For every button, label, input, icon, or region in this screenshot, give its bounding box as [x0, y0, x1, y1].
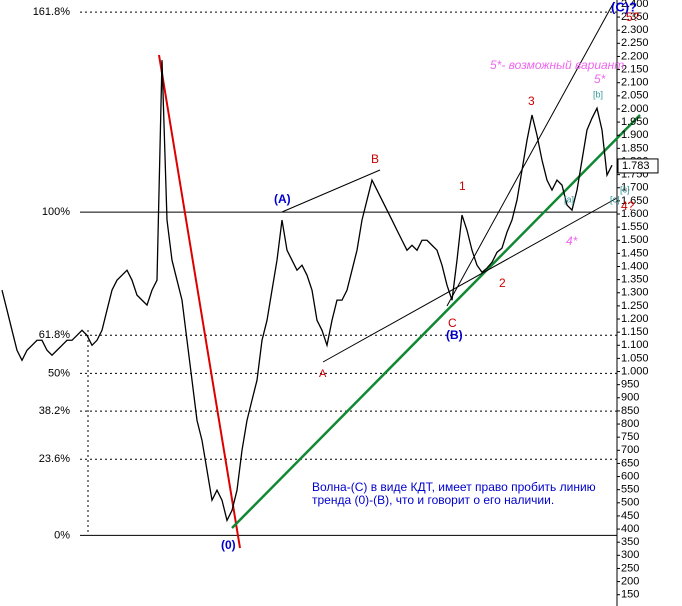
wave-label: (A) — [274, 192, 291, 206]
y-tick-label: 1.850 — [621, 142, 649, 154]
y-tick-label: 350 — [621, 536, 639, 548]
y-tick-label: 650 — [621, 457, 639, 469]
wave-label: 5? — [626, 10, 640, 24]
y-tick-label: 850 — [621, 405, 639, 417]
y-tick-label: 1.250 — [621, 300, 649, 312]
y-tick-label: 1.600 — [621, 208, 649, 220]
y-tick-label: 1.000 — [621, 365, 649, 377]
y-tick-label: 2.100 — [621, 77, 649, 89]
fib-level-label: 100% — [42, 206, 70, 218]
wave-label: [b] — [593, 89, 603, 99]
channel-line — [281, 169, 381, 213]
wave-label: (C)? — [611, 0, 637, 14]
wave-label: C — [448, 316, 457, 330]
fib-level-label: 0% — [54, 529, 70, 541]
y-tick-label: 2.350 — [621, 11, 649, 23]
last-price-box — [617, 158, 659, 174]
fib-level-label: 23.6% — [39, 453, 70, 465]
y-tick-label: 1.450 — [621, 247, 649, 259]
channel-line — [322, 197, 618, 363]
y-tick-label: 1.050 — [621, 352, 649, 364]
wave-label: [c] — [610, 194, 620, 204]
y-tick-label: 950 — [621, 379, 639, 391]
y-tick-label: 1.700 — [621, 182, 649, 194]
wave-label: 4* — [566, 234, 578, 248]
y-tick-label: 1.900 — [621, 129, 649, 141]
wave-label: [a] — [564, 194, 574, 204]
wave-label: 3 — [528, 94, 535, 108]
y-tick-label: 400 — [621, 523, 639, 535]
last-price-label: 1.783 — [622, 160, 650, 172]
y-tick-label: 2.250 — [621, 37, 649, 49]
y-tick-label: 1.550 — [621, 221, 649, 233]
wave-label: 5*- возможный вариант — [490, 58, 624, 72]
green-trend-line — [231, 114, 641, 529]
y-tick-label: 1.950 — [621, 116, 649, 128]
y-tick-label: 550 — [621, 484, 639, 496]
y-tick-label: 250 — [621, 562, 639, 574]
wave-label: 2 — [499, 276, 506, 290]
y-tick-label: 2.400 — [621, 0, 649, 10]
y-tick-label: 900 — [621, 392, 639, 404]
y-tick-label: 2.000 — [621, 103, 649, 115]
fib-level-label: 38.2% — [39, 405, 70, 417]
y-tick-label: 1.150 — [621, 326, 649, 338]
y-tick-label: 450 — [621, 510, 639, 522]
y-tick-label: 800 — [621, 418, 639, 430]
wave-label: 1 — [459, 179, 466, 193]
wave-label: [c] — [620, 184, 630, 194]
y-tick-label: 1.400 — [621, 260, 649, 272]
y-tick-label: 1.500 — [621, 234, 649, 246]
wave-label: (0) — [221, 538, 236, 552]
fib-level-label: 161.8% — [33, 6, 71, 18]
y-tick-label: 500 — [621, 497, 639, 509]
wave-label: 4? — [621, 199, 635, 213]
y-tick-label: 200 — [621, 575, 639, 587]
red-trend-line — [158, 54, 241, 549]
fib-level-label: 61.8% — [39, 329, 70, 341]
y-tick-label: 750 — [621, 431, 639, 443]
y-tick-label: 1.100 — [621, 339, 649, 351]
y-tick-label: 700 — [621, 444, 639, 456]
y-tick-label: 600 — [621, 470, 639, 482]
y-tick-label: 300 — [621, 549, 639, 561]
y-tick-label: 1.650 — [621, 195, 649, 207]
y-tick-label: 2.150 — [621, 63, 649, 75]
y-tick-label: 2.300 — [621, 24, 649, 36]
note-line: Волна-(С) в виде КДТ, имеет право пробит… — [312, 480, 596, 494]
wave-label: B — [371, 152, 379, 166]
channel-line — [446, 1, 615, 307]
y-tick-label: 1.350 — [621, 274, 649, 286]
wave-label: 5* — [594, 72, 606, 86]
y-tick-label: 150 — [621, 589, 639, 601]
note-line: тренда (0)-(В), что и говорит о его нали… — [312, 493, 554, 507]
fib-level-label: 50% — [48, 367, 70, 379]
y-tick-label: 2.200 — [621, 50, 649, 62]
y-tick-label: 2.050 — [621, 90, 649, 102]
price-line — [1, 60, 613, 523]
y-tick-label: 1.200 — [621, 313, 649, 325]
wave-label: A — [319, 368, 327, 380]
y-tick-label: 1.300 — [621, 287, 649, 299]
wave-label: (B) — [446, 328, 463, 342]
